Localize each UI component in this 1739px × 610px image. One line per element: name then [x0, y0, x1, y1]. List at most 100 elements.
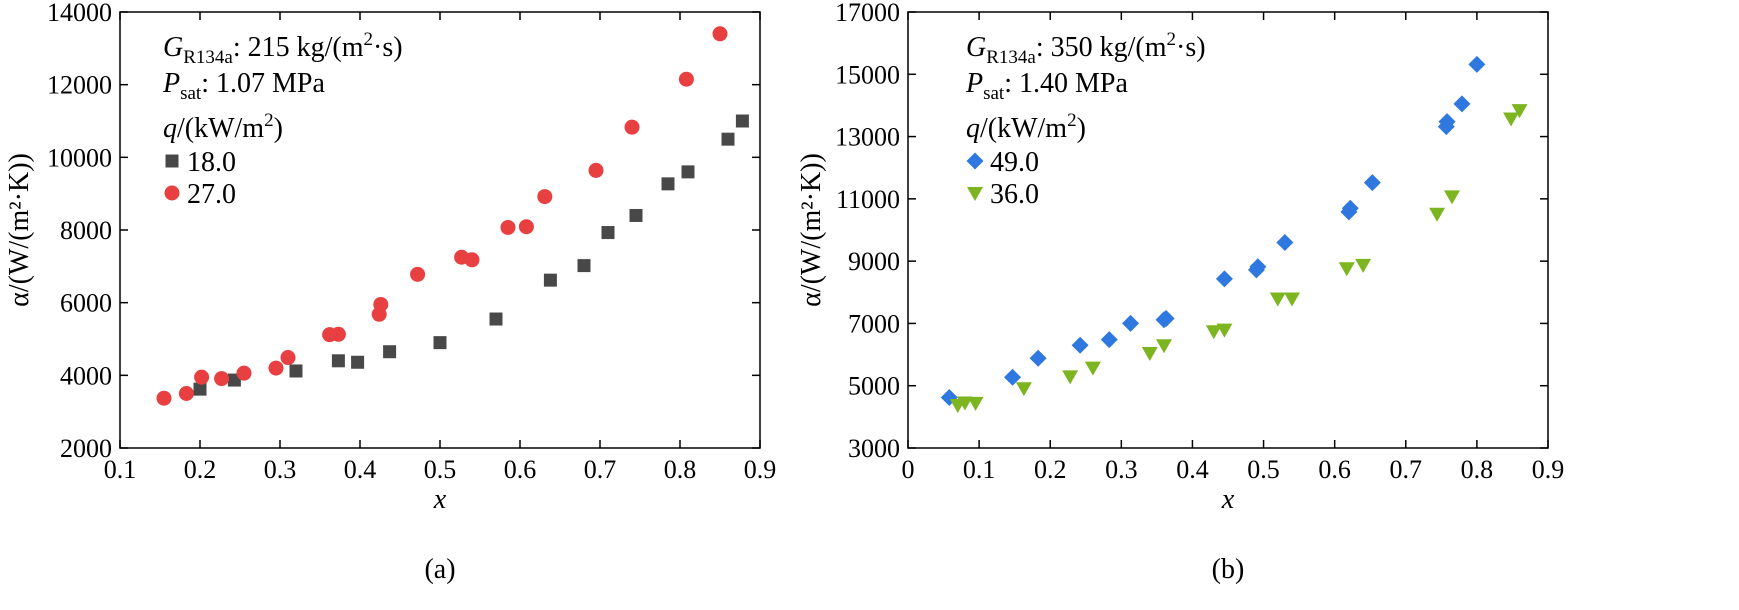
data-point — [1269, 292, 1286, 307]
panel-label: (a) — [424, 554, 455, 585]
y-tick-label: 8000 — [60, 216, 112, 245]
x-tick-label: 0.7 — [584, 455, 617, 484]
x-axis-title: x — [1221, 484, 1235, 515]
data-point — [289, 364, 303, 378]
x-tick-label: 0.6 — [1318, 455, 1351, 484]
data-point — [331, 354, 345, 368]
data-point — [1122, 314, 1140, 332]
x-tick-label: 0.6 — [504, 455, 537, 484]
data-point — [383, 345, 397, 359]
x-tick-label: 0.4 — [344, 455, 377, 484]
data-point — [194, 369, 210, 385]
data-point — [678, 71, 694, 87]
panel-b: 0 0.1 0.2 0.3 0.4 0.5 0.6 0.7 0.8 0.9 3000 5000 7000… — [796, 0, 1564, 585]
data-point — [464, 252, 480, 268]
panel-a: 0.1 0.2 0.3 0.4 0.5 0.6 0.7 0.8 0.9 2000 4000 6000 8… — [4, 0, 776, 585]
x-axis-title: x — [433, 484, 447, 515]
data-point — [1284, 292, 1300, 307]
data-point — [433, 336, 447, 350]
data-point — [1205, 325, 1222, 340]
data-point — [1015, 382, 1032, 397]
data-point — [1503, 112, 1520, 127]
data-point — [1511, 104, 1528, 119]
y-axis-title: α/(W/(m²·K)) — [4, 153, 35, 307]
x-tick-label: 0.3 — [1105, 455, 1138, 484]
mass-flux-annotation: GR134a: 215 kg/(m2·s) — [163, 29, 403, 68]
data-point — [351, 355, 365, 369]
data-point — [1141, 347, 1158, 362]
data-point — [1062, 370, 1079, 385]
data-point — [721, 132, 735, 146]
data-point — [489, 312, 503, 326]
data-point — [500, 219, 516, 235]
data-point — [1355, 258, 1372, 273]
y-tick-label: 6000 — [60, 289, 112, 318]
data-point — [661, 177, 675, 191]
x-tick-label: 0.9 — [1532, 455, 1565, 484]
data-point — [1249, 258, 1267, 276]
y-tick-label: 15000 — [835, 60, 900, 89]
data-point — [193, 382, 207, 396]
data-point — [588, 162, 604, 178]
x-tick-label: 0.1 — [963, 455, 996, 484]
y-tick-label: 4000 — [60, 361, 112, 390]
series-49-0 — [940, 55, 1486, 407]
x-tick-label: 0.3 — [264, 455, 297, 484]
series-27-0 — [156, 26, 728, 406]
legend-marker-triangle-down — [967, 187, 983, 201]
y-tick-label: 12000 — [47, 71, 112, 100]
data-point — [1084, 361, 1101, 376]
data-point — [1429, 207, 1446, 222]
legend-marker-square — [165, 154, 179, 168]
data-point — [1100, 331, 1118, 349]
data-point — [1444, 190, 1460, 205]
y-tick-label: 7000 — [848, 309, 900, 338]
legend-title: q/(kW/m2) — [163, 110, 283, 144]
data-point — [280, 350, 296, 366]
y-tick-label: 9000 — [848, 247, 900, 276]
data-point — [1338, 262, 1355, 277]
legend-title: q/(kW/m2) — [966, 110, 1086, 144]
mass-flux-annotation: GR134a: 350 kg/(m2·s) — [966, 29, 1206, 68]
x-tick-label: 0 — [902, 455, 915, 484]
y-tick-label: 17000 — [835, 0, 900, 27]
y-axis-title: α/(W/(m²·K)) — [796, 153, 827, 307]
x-tick-label: 0.2 — [1034, 455, 1067, 484]
x-tick-label: 0.8 — [664, 455, 697, 484]
data-point — [373, 296, 389, 312]
data-point — [543, 273, 557, 287]
data-point — [712, 26, 728, 42]
data-point — [410, 266, 426, 282]
y-tick-label: 5000 — [848, 372, 900, 401]
data-point — [735, 114, 749, 128]
data-point — [1216, 323, 1233, 338]
y-tick-label: 11000 — [836, 185, 900, 214]
x-tick-label: 0.2 — [184, 455, 217, 484]
x-tick-label: 0.5 — [424, 455, 457, 484]
data-point — [330, 326, 346, 342]
data-point — [601, 226, 615, 240]
data-point — [1004, 368, 1022, 386]
data-point — [1468, 55, 1486, 73]
data-point — [1438, 113, 1456, 131]
data-point — [1157, 309, 1175, 327]
data-point — [956, 396, 973, 411]
x-tick-label: 0.5 — [1247, 455, 1280, 484]
data-point — [1215, 270, 1233, 288]
y-tick-label: 3000 — [848, 434, 900, 463]
legend-entry-36-0: 36.0 — [967, 179, 1039, 210]
plot-frame — [907, 11, 1549, 449]
x-tick-label: 0.8 — [1461, 455, 1494, 484]
data-point — [629, 208, 643, 222]
legend-label: 36.0 — [990, 179, 1039, 210]
data-point — [967, 396, 984, 411]
data-point — [1453, 95, 1471, 113]
x-tick-label: 0.1 — [104, 455, 137, 484]
data-point — [214, 371, 230, 387]
data-point — [178, 386, 194, 401]
y-tick-label: 14000 — [47, 0, 112, 27]
data-point — [537, 189, 553, 205]
y-tick-label: 10000 — [47, 143, 112, 172]
legend-entry-18-0: 18.0 — [165, 147, 236, 178]
